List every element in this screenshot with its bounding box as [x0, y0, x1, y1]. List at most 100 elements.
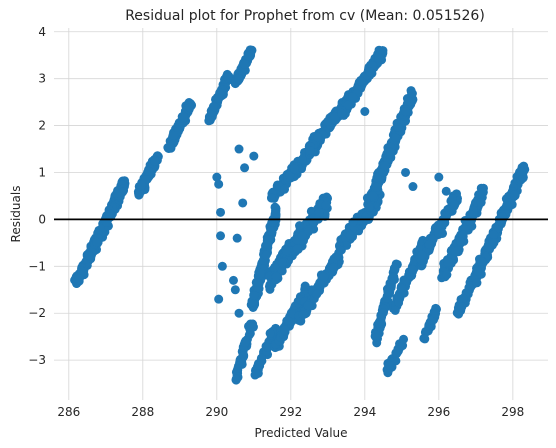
scatter-point [408, 182, 418, 192]
scatter-point [450, 247, 460, 257]
scatter-point [396, 283, 406, 293]
scatter-point [283, 315, 293, 325]
scatter-point [442, 270, 452, 280]
scatter-point [337, 108, 347, 118]
scatter-point [74, 274, 84, 284]
scatter-point [92, 237, 102, 247]
scatter-point [216, 207, 226, 217]
y-axis-ticks: −3 −2 −1 0 1 2 3 4 [28, 25, 46, 367]
scatter-point [267, 193, 276, 203]
scatter-point [230, 285, 240, 295]
scatter-point [240, 163, 250, 173]
scatter-point [105, 209, 115, 219]
scatter-point [297, 231, 307, 241]
scatter-point [405, 97, 415, 107]
x-tick-label: 288 [131, 405, 154, 419]
scatter-point [345, 230, 355, 240]
scatter-point [335, 245, 345, 255]
scatter-point [385, 360, 395, 370]
scatter-point [348, 92, 358, 102]
scatter-point [263, 342, 273, 352]
scatter-point [457, 302, 467, 312]
scatter-point [383, 287, 393, 297]
scatter-point [401, 167, 411, 177]
scatter-point [233, 363, 243, 373]
scatter-point [466, 210, 476, 220]
scatter-point [300, 281, 310, 291]
scatter-point [437, 219, 447, 229]
scatter-point [253, 278, 263, 288]
scatter-point [456, 236, 466, 246]
scatter-point [399, 334, 409, 344]
scatter-point [401, 107, 411, 117]
scatter-point [137, 180, 147, 190]
scatter-point [450, 200, 460, 210]
scatter-point [212, 172, 222, 182]
scatter-point [292, 244, 302, 254]
scatter-point [343, 100, 353, 110]
scatter-point [270, 202, 280, 212]
x-tick-label: 286 [57, 405, 80, 419]
scatter-point [502, 200, 512, 210]
scatter-point [443, 257, 453, 267]
scatter-point [271, 272, 281, 282]
x-tick-label: 290 [205, 405, 228, 419]
x-tick-label: 296 [427, 405, 450, 419]
scatter-point [234, 144, 244, 154]
scatter-point [472, 278, 482, 288]
scatter-point [438, 228, 448, 238]
scatter-point [184, 103, 194, 113]
scatter-point [391, 132, 401, 142]
scatter-point [312, 289, 322, 299]
scatter-point [232, 233, 242, 243]
scatter-point [323, 116, 333, 126]
scatter-point [85, 251, 95, 261]
scatter-point [372, 173, 382, 183]
y-tick-label: 1 [38, 165, 46, 179]
scatter-point [208, 102, 218, 112]
scatter-point [252, 369, 262, 379]
scatter-point [144, 166, 154, 176]
scatter-point [277, 258, 287, 268]
scatter-point [380, 161, 390, 171]
scatter-point [280, 325, 290, 335]
scatter-point [303, 301, 313, 311]
scatter-point [268, 216, 278, 226]
scatter-point [234, 308, 244, 318]
scatter-point [321, 200, 331, 210]
y-tick-label: −3 [28, 353, 46, 367]
scatter-point [313, 132, 323, 142]
scatter-point [169, 130, 179, 140]
scatter-point [378, 46, 388, 56]
scatter-point [249, 151, 259, 161]
scatter-point [407, 89, 417, 99]
scatter-point [261, 250, 271, 260]
y-tick-label: 0 [38, 212, 46, 226]
y-tick-label: 4 [38, 25, 46, 39]
plot-area [54, 28, 548, 400]
scatter-point [458, 293, 468, 303]
scatter-point [441, 211, 451, 221]
scatter-point [489, 238, 499, 248]
scatter-point [303, 227, 313, 237]
scatter-point [231, 374, 241, 384]
scatter-point [79, 267, 89, 277]
scatter-point [392, 347, 402, 357]
scatter-point [441, 186, 451, 196]
scatter-point [371, 182, 381, 192]
scatter-point [240, 59, 250, 69]
scatter-point [329, 262, 339, 272]
x-tick-label: 298 [501, 405, 524, 419]
scatter-point [389, 272, 399, 282]
scatter-point [393, 122, 403, 132]
scatter-point [319, 272, 329, 282]
scatter-point [360, 107, 370, 116]
scatter-point [390, 305, 400, 315]
scatter-point [228, 275, 238, 285]
scatter-point [356, 76, 366, 86]
scatter-point [213, 93, 223, 103]
scatter-point [476, 256, 486, 266]
scatter-point [244, 52, 254, 62]
scatter-point [239, 351, 249, 360]
scatter-point [298, 310, 308, 320]
